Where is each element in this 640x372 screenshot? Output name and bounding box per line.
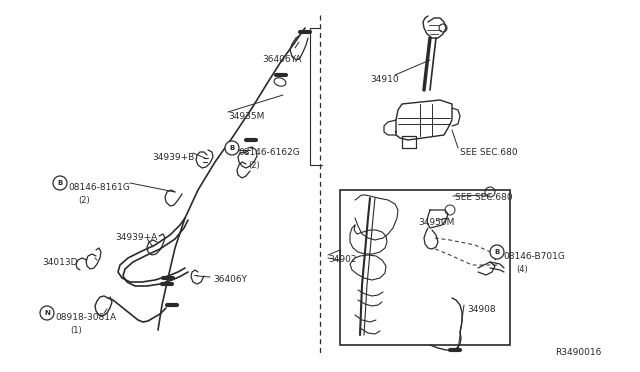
Text: (2): (2) [78,196,90,205]
Text: SEE SEC.680: SEE SEC.680 [455,193,513,202]
Text: B: B [229,145,235,151]
Circle shape [53,176,67,190]
Text: 34013D: 34013D [42,258,77,267]
Text: 36406Y: 36406Y [213,275,247,284]
Bar [340,190,510,345]
Text: B: B [58,180,63,186]
Text: 34939+A: 34939+A [115,233,157,242]
Text: 34902: 34902 [328,255,356,264]
Text: N: N [44,310,50,316]
Text: (2): (2) [248,161,260,170]
Circle shape [225,141,239,155]
Text: 34908: 34908 [467,305,495,314]
Text: 08146-6162G: 08146-6162G [238,148,300,157]
Circle shape [40,306,54,320]
Text: 08146-B701G: 08146-B701G [503,252,565,261]
Text: 34935M: 34935M [228,112,264,121]
Text: 08918-3081A: 08918-3081A [55,313,116,322]
Text: 34910: 34910 [370,75,399,84]
Text: 34950M: 34950M [418,218,454,227]
Text: (1): (1) [70,326,82,335]
Text: R3490016: R3490016 [555,348,602,357]
Text: SEE SEC.680: SEE SEC.680 [460,148,518,157]
Text: 36406YA: 36406YA [262,55,301,64]
Text: 34939+B: 34939+B [152,153,195,162]
Text: B: B [494,249,500,255]
Circle shape [490,245,504,259]
Text: 08146-8161G: 08146-8161G [68,183,130,192]
Text: (4): (4) [516,265,528,274]
